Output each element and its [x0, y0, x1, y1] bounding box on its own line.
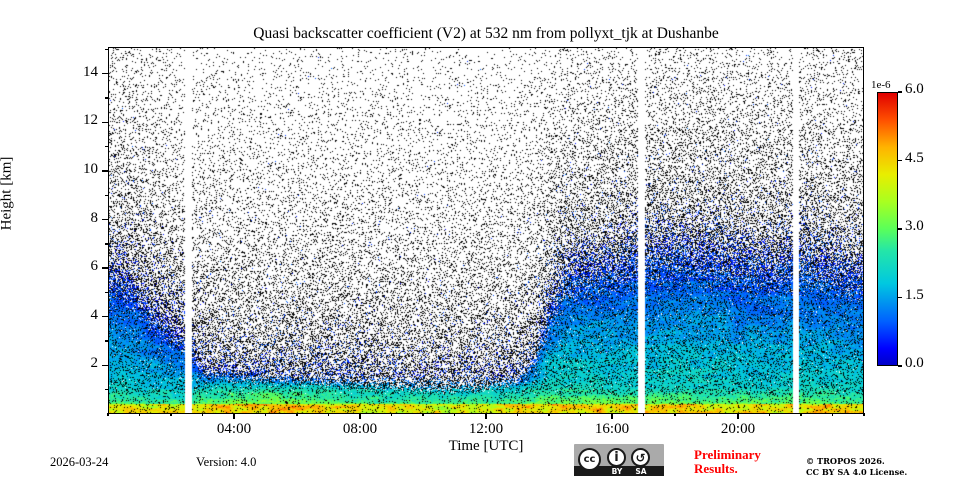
y-tick-label: 10 — [83, 160, 98, 177]
x-tick-label: 08:00 — [342, 421, 378, 437]
tick-mark — [642, 412, 645, 417]
tick-mark — [138, 412, 141, 417]
tick-mark — [104, 389, 108, 391]
cc-by-label: BY — [611, 467, 623, 476]
tick-mark — [863, 412, 865, 417]
tick-mark — [800, 412, 802, 417]
tick-mark — [737, 412, 739, 419]
tick-mark — [104, 243, 108, 245]
tick-mark — [102, 267, 108, 269]
tick-mark — [611, 412, 613, 419]
y-tick-label: 8 — [90, 209, 99, 226]
tick-mark — [422, 412, 424, 417]
tick-mark — [898, 159, 902, 162]
tick-mark — [898, 228, 902, 230]
cc-sa-label: SA — [635, 467, 647, 476]
tick-mark — [233, 412, 235, 419]
colorbar-offset-label: 1e-6 — [871, 79, 891, 91]
y-tick-label: 2 — [90, 355, 99, 372]
y-tick-label: 12 — [83, 112, 98, 129]
copyright-line-2: CC BY SA 4.0 License. — [806, 466, 908, 477]
y-axis-label: Height [km] — [0, 156, 15, 231]
plot-area — [108, 47, 864, 414]
heatmap-canvas — [109, 48, 863, 413]
tick-mark — [104, 291, 108, 294]
colorbar-tick-label: 0.0 — [905, 355, 924, 371]
tick-mark — [102, 316, 108, 318]
tick-mark — [104, 48, 108, 51]
footer-date: 2026-03-24 — [50, 455, 109, 469]
x-tick-label: 20:00 — [720, 421, 756, 437]
x-tick-label: 16:00 — [594, 421, 630, 437]
tick-mark — [359, 412, 361, 419]
tick-mark — [264, 412, 267, 417]
x-tick-label: 12:00 — [468, 421, 504, 437]
preliminary-line-2: Results. — [694, 461, 738, 476]
tick-mark — [453, 412, 456, 417]
tick-mark — [201, 412, 204, 417]
tick-mark — [898, 296, 902, 299]
cc-badge-bar — [574, 466, 664, 476]
cc-sa-icon: ↺ — [631, 448, 650, 467]
tick-mark — [102, 364, 108, 367]
x-tick-label: 04:00 — [216, 421, 252, 437]
colorbar: 0.0 1.5 3.0 4.5 6.0 — [877, 81, 924, 371]
tick-mark — [104, 340, 108, 342]
tick-mark — [296, 412, 298, 417]
tick-mark — [390, 412, 393, 417]
y-tick-label: 14 — [83, 63, 98, 80]
colorbar-tick-label: 4.5 — [905, 149, 924, 166]
tick-mark — [898, 365, 902, 367]
tick-mark — [548, 412, 550, 417]
tick-mark — [102, 170, 108, 172]
tick-mark — [102, 218, 108, 221]
footer-version: Version: 4.0 — [196, 455, 257, 469]
tick-mark — [516, 412, 519, 417]
tick-mark — [104, 97, 108, 99]
y-tick-label: 4 — [90, 306, 99, 323]
tick-mark — [104, 145, 108, 148]
tick-mark — [831, 412, 834, 417]
tick-mark — [898, 91, 902, 93]
y-tick-label: 6 — [90, 258, 99, 275]
copyright-note: © TROPOS 2026. CC BY SA 4.0 License. — [806, 456, 907, 477]
colorbar-tick-label: 1.5 — [905, 286, 924, 303]
tick-mark — [768, 412, 771, 417]
cc-by-icon: i — [607, 448, 626, 467]
tick-mark — [102, 121, 108, 124]
tick-mark — [104, 194, 108, 196]
tick-mark — [579, 412, 582, 417]
tick-mark — [327, 412, 330, 417]
creative-commons-license-icon: cc i ↺ BY SA — [574, 444, 664, 476]
colorbar-tick-label: 3.0 — [905, 218, 924, 234]
tick-mark — [170, 412, 172, 417]
colorbar-tick-label: 6.0 — [905, 81, 924, 97]
copyright-line-1: © TROPOS 2026. — [806, 456, 885, 466]
tick-mark — [705, 412, 708, 417]
preliminary-line-1: Preliminary — [694, 447, 761, 462]
tick-mark — [674, 412, 676, 417]
preliminary-results-note: Preliminary Results. — [694, 448, 761, 476]
cc-icon: cc — [578, 448, 601, 471]
tick-mark — [102, 73, 108, 75]
page-title: Quasi backscatter coefficient (V2) at 53… — [253, 25, 719, 42]
tick-mark — [485, 412, 487, 419]
x-axis-label: Time [UTC] — [448, 438, 524, 454]
tick-mark — [107, 412, 109, 417]
colorbar-gradient — [877, 92, 898, 366]
